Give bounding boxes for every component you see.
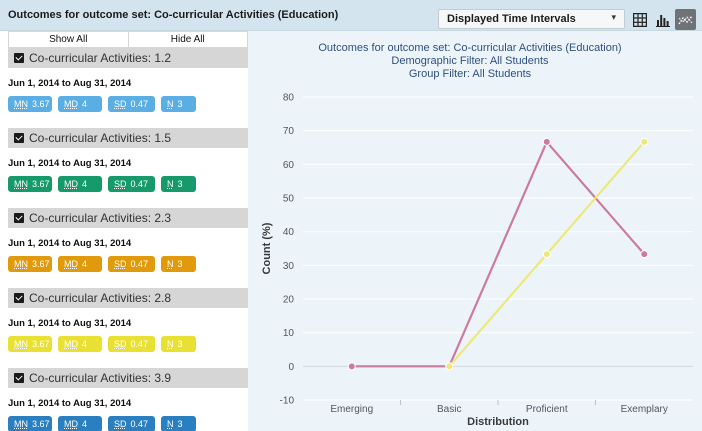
y-tick-label: 50 [283,194,295,205]
data-point [347,362,356,371]
outcome-group-label: Co-curricular Activities: 2.3 [29,211,172,225]
mean-badge: MN 3.67 [8,176,52,192]
data-point [445,362,454,371]
line-chart-view-button[interactable] [675,9,696,30]
median-badge: MD 4 [58,176,102,192]
checkbox-checked-icon[interactable] [14,53,24,63]
data-point [542,137,551,146]
outcome-group-header[interactable]: Co-curricular Activities: 2.3 [8,208,248,228]
y-tick-label: 10 [283,328,295,339]
table-icon [632,12,647,27]
outcome-group: Co-curricular Activities: 1.5 Jun 1, 201… [0,128,248,208]
chart-title-line: Group Filter: All Students [409,68,532,80]
x-tick-label: Exemplary [621,404,668,415]
std-dev-badge: SD 0.47 [108,176,155,192]
y-tick-label: 80 [283,93,295,104]
outcome-group: Co-curricular Activities: 2.8 Jun 1, 201… [0,288,248,368]
y-axis-label: Count (%) [261,222,273,274]
outcome-group-label: Co-curricular Activities: 3.9 [29,371,172,385]
median-badge: MD 4 [58,96,102,112]
checkbox-checked-icon[interactable] [14,293,24,303]
std-dev-badge: SD 0.47 [108,336,155,352]
date-range: Jun 1, 2014 to Aug 31, 2014 [8,318,132,329]
outcome-group-header[interactable]: Co-curricular Activities: 1.5 [8,128,248,148]
show-hide-toggle: Show All Hide All [8,31,248,48]
checkbox-checked-icon[interactable] [14,373,24,383]
mean-badge: MN 3.67 [8,336,52,352]
x-tick-label: Proficient [526,404,568,415]
outcome-group: Co-curricular Activities: 1.2 Jun 1, 201… [0,48,248,128]
line-chart-icon [677,15,693,24]
x-tick-label: Basic [437,404,461,415]
date-range: Jun 1, 2014 to Aug 31, 2014 [8,398,132,409]
time-interval-select[interactable]: Displayed Time Intervals ▾ [438,9,625,29]
bar-chart-icon [655,14,670,27]
median-badge: MD 4 [58,256,102,272]
hide-all-button[interactable]: Hide All [128,31,248,48]
outcome-group-header[interactable]: Co-curricular Activities: 2.8 [8,288,248,308]
date-range: Jun 1, 2014 to Aug 31, 2014 [8,238,132,249]
y-tick-label: 60 [283,160,295,171]
chart-title-line: Demographic Filter: All Students [391,55,549,67]
outcome-group: Co-curricular Activities: 2.3 Jun 1, 201… [0,208,248,288]
outcome-group-label: Co-curricular Activities: 1.5 [29,131,172,145]
line-chart: Outcomes for outcome set: Co-curricular … [248,31,702,431]
chart-title-line: Outcomes for outcome set: Co-curricular … [318,42,621,54]
median-badge: MD 4 [58,416,102,431]
data-point [542,250,551,259]
y-tick-label: 70 [283,126,295,137]
y-tick-label: 20 [283,295,295,306]
bar-chart-view-button[interactable] [652,9,673,30]
y-tick-label: 30 [283,261,295,272]
std-dev-badge: SD 0.47 [108,416,155,431]
header-bar: Outcomes for outcome set: Co-curricular … [0,0,702,31]
outcome-list-panel: Show All Hide All Co-curricular Activiti… [0,31,248,431]
table-view-button[interactable] [629,9,650,30]
mean-badge: MN 3.67 [8,256,52,272]
outcome-group: Co-curricular Activities: 3.9 Jun 1, 201… [0,368,248,431]
mean-badge: MN 3.67 [8,96,52,112]
mean-badge: MN 3.67 [8,416,52,431]
y-tick-label: -10 [280,396,295,407]
checkbox-checked-icon[interactable] [14,213,24,223]
outcome-group-label: Co-curricular Activities: 1.2 [29,51,172,65]
chart-canvas: Outcomes for outcome set: Co-curricular … [261,42,693,428]
chevron-down-icon: ▾ [611,12,616,22]
time-interval-select-value: Displayed Time Intervals [447,13,576,25]
outcome-group-label: Co-curricular Activities: 2.8 [29,291,172,305]
data-point [640,250,649,259]
std-dev-badge: SD 0.47 [108,96,155,112]
page-title: Outcomes for outcome set: Co-curricular … [8,9,339,21]
outcome-group-header[interactable]: Co-curricular Activities: 3.9 [8,368,248,388]
y-tick-label: 0 [288,362,294,373]
data-point [640,137,649,146]
checkbox-checked-icon[interactable] [14,133,24,143]
date-range: Jun 1, 2014 to Aug 31, 2014 [8,78,132,89]
date-range: Jun 1, 2014 to Aug 31, 2014 [8,158,132,169]
median-badge: MD 4 [58,336,102,352]
outcome-group-header[interactable]: Co-curricular Activities: 1.2 [8,48,248,68]
std-dev-badge: SD 0.47 [108,256,155,272]
y-tick-label: 40 [283,227,295,238]
x-tick-label: Emerging [330,404,373,415]
show-all-button[interactable]: Show All [8,31,129,48]
x-axis-label: Distribution [467,416,529,428]
